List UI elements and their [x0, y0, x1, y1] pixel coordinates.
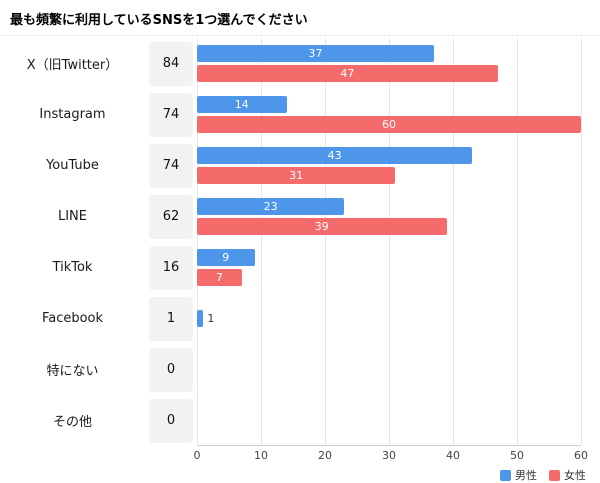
- category-label: Instagram: [39, 107, 106, 122]
- bar-chart: X（旧Twitter） 84 37 47 Instagram 74 14 60 YouTube 7…: [0, 36, 600, 483]
- bar-value-label: 31: [289, 169, 304, 182]
- x-tick-label: 40: [446, 449, 460, 462]
- legend-wrap: 男性 女性: [0, 464, 600, 483]
- bar-value-label: 7: [215, 271, 223, 284]
- female-bar: 47: [197, 65, 498, 82]
- x-tick-label: 0: [193, 449, 201, 462]
- bar-value-label: 47: [340, 67, 355, 80]
- chart-title: 最も頻繁に利用しているSNSを1つ選んでください: [0, 0, 600, 36]
- row-plot: 43 31: [197, 147, 581, 184]
- plot-grid: [197, 38, 582, 446]
- female-bar: 39: [197, 218, 447, 235]
- row-plot: 23 39: [197, 198, 581, 235]
- row-plot: 37 47: [197, 45, 581, 82]
- legend-swatch: [549, 469, 560, 481]
- bar-value-label: 60: [382, 118, 396, 131]
- bar-value-label: 39: [314, 220, 329, 233]
- bar-value-label: 23: [263, 200, 278, 213]
- category-label: LINE: [57, 209, 87, 224]
- total-value: 74: [149, 143, 193, 188]
- category-label: YouTube: [46, 158, 99, 173]
- total-column: 16: [145, 245, 197, 290]
- gridline: [325, 38, 326, 445]
- gridline: [389, 38, 390, 445]
- x-tick-label: 50: [510, 449, 524, 462]
- category-label: 特にない: [46, 364, 99, 379]
- row-plot: 14 60: [197, 96, 581, 133]
- bar-value-label: 43: [327, 149, 342, 162]
- total-value: 16: [149, 245, 193, 290]
- chart-rows: X（旧Twitter） 84 37 47 Instagram 74 14 60 YouTube 7…: [0, 38, 600, 446]
- female-bar: 31: [197, 167, 396, 184]
- gridline: [261, 38, 262, 445]
- total-column: 74: [145, 92, 197, 137]
- total-value: 74: [149, 92, 193, 137]
- chart-row: 特にない 0: [0, 344, 600, 395]
- x-axis: 0 10 20 30 40 50 60: [193, 446, 589, 464]
- category-label: その他: [52, 415, 92, 430]
- male-bar: 14: [197, 96, 287, 113]
- female-bar: 7: [197, 269, 242, 286]
- total-value: 84: [149, 41, 193, 86]
- total-value: 1: [149, 296, 193, 341]
- male-bar: 37: [197, 45, 434, 62]
- legend-item: 男性: [500, 467, 537, 483]
- x-tick-label: 20: [318, 449, 332, 462]
- chart-row: LINE 62 23 39: [0, 191, 600, 242]
- male-bar: 23: [197, 198, 345, 215]
- chart-row: Instagram 74 14 60: [0, 89, 600, 140]
- legend: 男性 女性: [500, 467, 586, 483]
- total-column: 0: [145, 347, 197, 392]
- bar-value-label: 37: [308, 47, 323, 60]
- legend-label: 女性: [564, 469, 586, 482]
- legend-label: 男性: [515, 469, 537, 482]
- male-bar: 43: [197, 147, 473, 164]
- male-bar: 9: [197, 249, 255, 266]
- chart-row: Facebook 1 1: [0, 293, 600, 344]
- category-label: Facebook: [41, 311, 104, 326]
- legend-swatch: [500, 469, 511, 481]
- total-value: 62: [149, 194, 193, 239]
- total-column: 62: [145, 194, 197, 239]
- male-bar: 1: [197, 310, 214, 327]
- chart-row: X（旧Twitter） 84 37 47: [0, 38, 600, 89]
- x-tick-label: 60: [574, 449, 588, 462]
- total-value: 0: [149, 398, 193, 443]
- total-column: 0: [145, 398, 197, 443]
- bar-value-label: 14: [234, 98, 249, 111]
- chart-row: TikTok 16 9 7: [0, 242, 600, 293]
- chart-row: その他 0: [0, 395, 600, 446]
- x-tick-label: 10: [254, 449, 268, 462]
- total-value: 0: [149, 347, 193, 392]
- total-column: 1: [145, 296, 197, 341]
- total-column: 74: [145, 143, 197, 188]
- category-label: TikTok: [52, 260, 93, 275]
- category-label: X（旧Twitter）: [26, 58, 119, 73]
- female-bar: 60: [197, 116, 581, 133]
- total-column: 84: [145, 41, 197, 86]
- gridline: [197, 38, 198, 445]
- gridline: [517, 38, 518, 445]
- gridline: [453, 38, 454, 445]
- chart-row: YouTube 74 43 31: [0, 140, 600, 191]
- bar-value-label: 9: [222, 251, 230, 264]
- gridline: [581, 38, 582, 445]
- legend-item: 女性: [549, 467, 586, 483]
- bar-value-label: 1: [207, 312, 215, 325]
- row-plot: 1: [197, 310, 581, 327]
- x-tick-label: 30: [382, 449, 396, 462]
